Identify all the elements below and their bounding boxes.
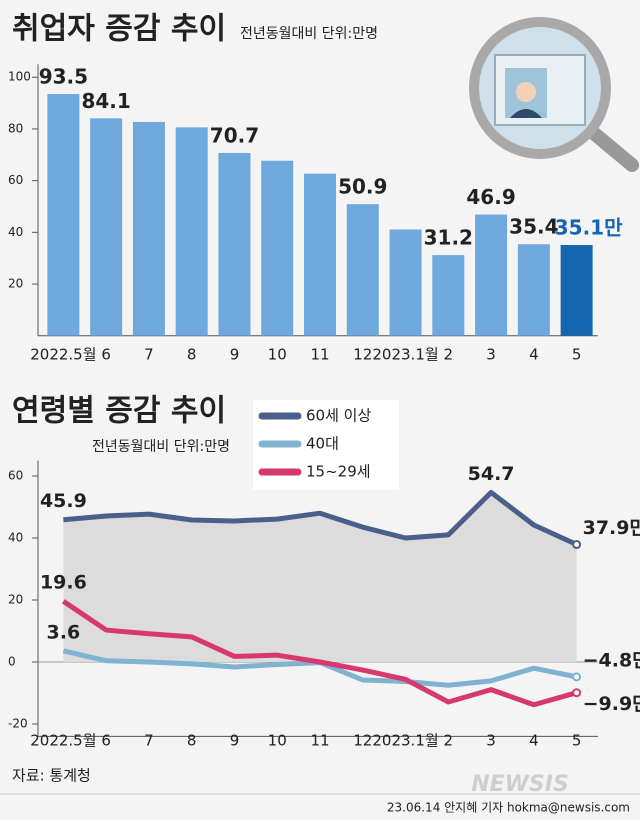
x-tick-label: 12	[353, 346, 372, 364]
x-tick-label: 2023.1월	[372, 732, 438, 750]
bar	[175, 127, 208, 336]
x-tick-label: 4	[529, 346, 539, 364]
x-tick-label: 8	[187, 732, 197, 750]
y-tick-label: 60	[8, 469, 23, 483]
area	[63, 492, 577, 662]
bar	[132, 121, 165, 336]
magnifier-icon	[469, 17, 639, 172]
end-marker	[572, 540, 582, 550]
end-marker	[572, 688, 582, 698]
value-label: −9.9만	[583, 693, 640, 715]
x-tick-label: 3	[486, 732, 496, 750]
value-label: 93.5	[39, 65, 88, 89]
bar	[47, 94, 80, 336]
line	[61, 599, 578, 708]
value-label: −4.8만	[583, 649, 640, 671]
x-tick-label: 4	[529, 732, 539, 750]
watermark: NEWSIS	[471, 772, 569, 797]
value-label: 35.4	[509, 215, 558, 239]
x-tick-label: 2023.1월	[372, 346, 438, 364]
y-tick-label: 40	[8, 531, 23, 545]
source: 자료: 통계청	[12, 767, 91, 785]
legend-label: 15~29세	[306, 463, 371, 481]
chart-subtitle: 전년동월대비 단위:만명	[92, 439, 230, 455]
x-tick-label: 8	[187, 346, 197, 364]
y-tick-label: 60	[8, 173, 23, 187]
y-tick-label: 20	[8, 593, 23, 607]
bar	[346, 204, 379, 336]
value-label: 50.9	[338, 175, 387, 199]
value-label: 84.1	[81, 89, 130, 113]
bar	[261, 160, 294, 336]
x-tick-label: 7	[144, 732, 154, 750]
bar	[475, 214, 508, 336]
bar	[432, 255, 465, 336]
value-label: 45.9	[40, 490, 87, 512]
x-tick-label: 12	[353, 732, 372, 750]
credit: 23.06.14 안지혜 기자 hokma@newsis.com	[387, 801, 630, 815]
bar	[304, 173, 336, 336]
y-tick-label: 0	[8, 655, 16, 669]
x-tick-label: 11	[310, 732, 329, 750]
y-tick-label: 20	[8, 277, 23, 291]
x-tick-label: 5	[572, 346, 582, 364]
chart-title: 취업자 증감 추이	[12, 12, 226, 47]
x-tick-label: 7	[144, 346, 154, 364]
x-tick-label: 6	[101, 346, 111, 364]
x-tick-label: 3	[486, 346, 496, 364]
bar	[389, 229, 422, 336]
x-tick-label: 5	[572, 732, 582, 750]
line	[63, 489, 578, 547]
value-label: 54.7	[468, 463, 515, 485]
x-tick-label: 9	[230, 346, 240, 364]
bar	[218, 152, 251, 336]
value-label: 70.7	[210, 123, 259, 147]
x-tick-label: 10	[268, 732, 287, 750]
bar	[90, 118, 123, 336]
x-tick-label: 2022.5월	[30, 732, 96, 750]
legend-label: 40대	[306, 435, 339, 453]
y-tick-label: -20	[8, 717, 28, 731]
bar	[560, 245, 593, 336]
end-marker	[572, 672, 582, 682]
chart-subtitle: 전년동월대비 단위:만명	[240, 26, 378, 42]
x-tick-label: 9	[230, 732, 240, 750]
x-tick-label: 11	[310, 346, 329, 364]
legend-label: 60세 이상	[306, 407, 371, 425]
value-label: 19.6	[40, 572, 87, 594]
x-tick-label: 2	[444, 732, 454, 750]
x-tick-label: 2	[444, 346, 454, 364]
y-tick-label: 80	[8, 121, 23, 135]
value-label: 46.9	[466, 185, 515, 209]
value-label: 37.9만	[583, 517, 640, 539]
value-label: 3.6	[47, 621, 81, 643]
x-tick-label: 2022.5월	[30, 346, 96, 364]
chart-title: 연령별 증감 추이	[12, 394, 226, 429]
x-tick-label: 6	[101, 732, 111, 750]
y-tick-label: 40	[8, 225, 23, 239]
x-tick-label: 10	[268, 346, 287, 364]
bar	[517, 244, 550, 336]
value-label: 35.1만	[555, 216, 623, 240]
y-tick-label: 100	[8, 70, 31, 84]
value-label: 31.2	[424, 226, 473, 250]
